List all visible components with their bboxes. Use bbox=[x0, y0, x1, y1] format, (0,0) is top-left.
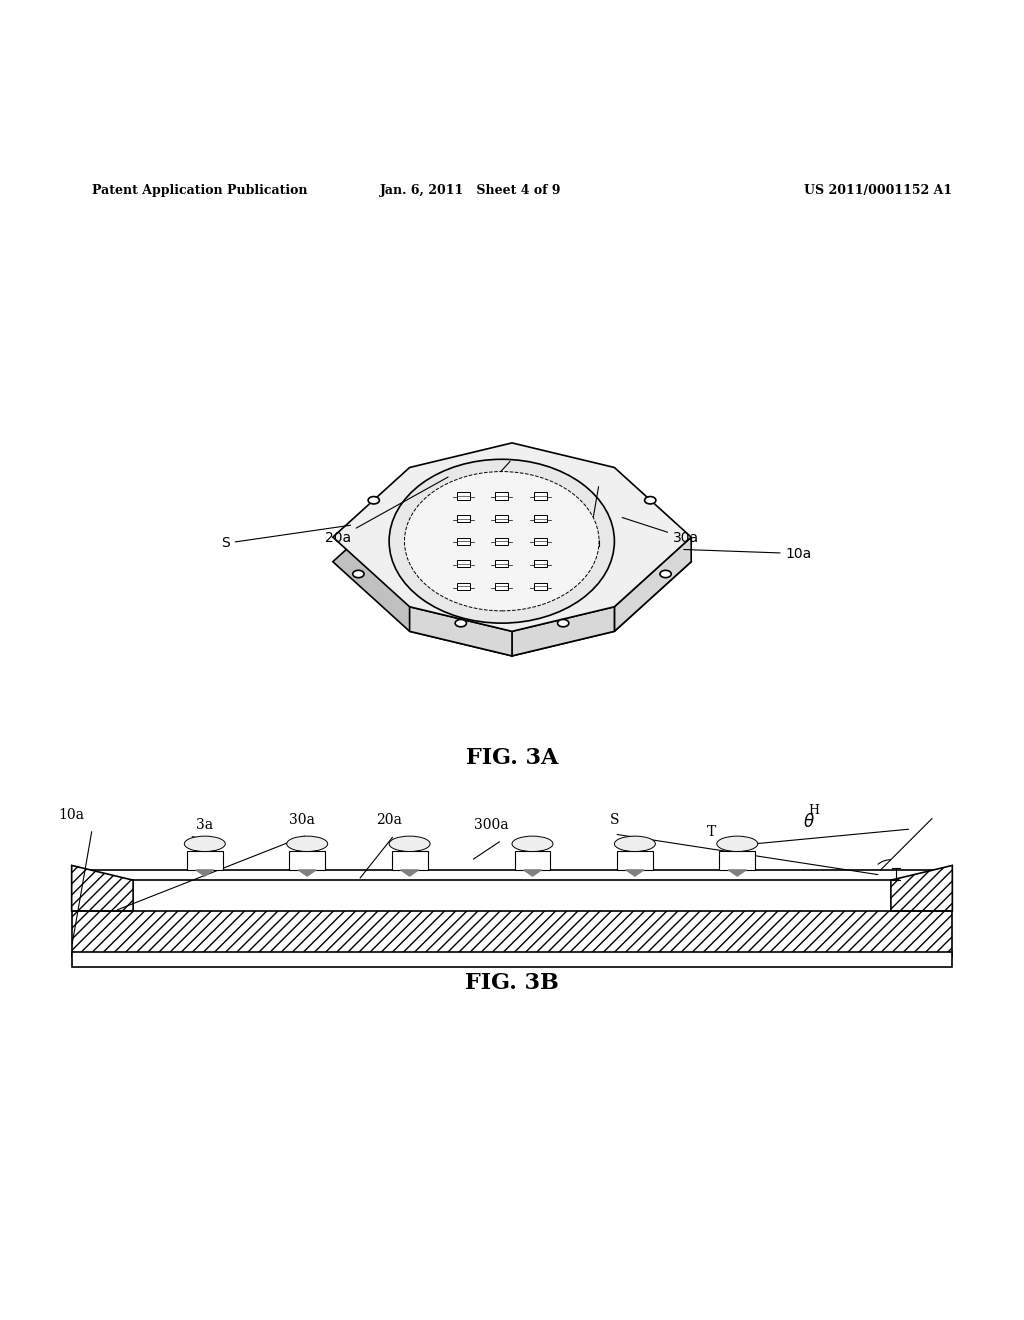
Text: $\theta$: $\theta$ bbox=[803, 813, 815, 830]
Ellipse shape bbox=[184, 836, 225, 851]
Text: S: S bbox=[609, 813, 620, 826]
Ellipse shape bbox=[287, 836, 328, 851]
Bar bbox=[616, 851, 653, 870]
Ellipse shape bbox=[368, 496, 379, 504]
FancyBboxPatch shape bbox=[496, 582, 508, 590]
Ellipse shape bbox=[389, 459, 614, 623]
Text: H: H bbox=[809, 804, 819, 817]
Polygon shape bbox=[523, 870, 542, 876]
FancyBboxPatch shape bbox=[457, 560, 470, 568]
Ellipse shape bbox=[614, 836, 655, 851]
Text: 3a: 3a bbox=[519, 503, 536, 550]
Polygon shape bbox=[728, 870, 746, 876]
Ellipse shape bbox=[389, 836, 430, 851]
Polygon shape bbox=[614, 537, 691, 631]
FancyBboxPatch shape bbox=[496, 560, 508, 568]
Text: 20a: 20a bbox=[325, 477, 449, 545]
Text: FIG. 3B: FIG. 3B bbox=[465, 973, 559, 994]
FancyBboxPatch shape bbox=[534, 515, 547, 523]
Polygon shape bbox=[298, 870, 316, 876]
FancyBboxPatch shape bbox=[534, 492, 547, 500]
FancyBboxPatch shape bbox=[457, 492, 470, 500]
Bar bbox=[72, 870, 952, 880]
FancyBboxPatch shape bbox=[457, 537, 470, 545]
Ellipse shape bbox=[352, 570, 365, 578]
Text: 30a: 30a bbox=[289, 813, 315, 826]
FancyBboxPatch shape bbox=[496, 537, 508, 545]
Text: 10a: 10a bbox=[684, 546, 812, 561]
Bar bbox=[72, 911, 952, 957]
Ellipse shape bbox=[455, 619, 467, 627]
Text: 10a: 10a bbox=[58, 808, 85, 822]
Text: 300a: 300a bbox=[418, 462, 510, 550]
Text: 11a: 11a bbox=[575, 487, 602, 550]
Ellipse shape bbox=[558, 619, 569, 627]
Polygon shape bbox=[626, 870, 644, 876]
Bar bbox=[515, 851, 551, 870]
Bar bbox=[391, 851, 428, 870]
Polygon shape bbox=[333, 467, 691, 656]
Ellipse shape bbox=[717, 836, 758, 851]
Text: 300a: 300a bbox=[474, 818, 509, 832]
Polygon shape bbox=[72, 866, 133, 911]
Ellipse shape bbox=[512, 836, 553, 851]
FancyBboxPatch shape bbox=[457, 515, 470, 523]
Polygon shape bbox=[891, 866, 952, 911]
Text: Jan. 6, 2011   Sheet 4 of 9: Jan. 6, 2011 Sheet 4 of 9 bbox=[380, 183, 562, 197]
Polygon shape bbox=[333, 444, 691, 631]
Bar bbox=[186, 851, 223, 870]
FancyBboxPatch shape bbox=[534, 582, 547, 590]
Bar bbox=[719, 851, 756, 870]
Bar bbox=[289, 851, 326, 870]
Ellipse shape bbox=[645, 496, 655, 504]
FancyBboxPatch shape bbox=[496, 492, 508, 500]
Text: 20a: 20a bbox=[376, 813, 402, 826]
Text: FIG. 3A: FIG. 3A bbox=[466, 747, 558, 770]
Text: US 2011/0001152 A1: US 2011/0001152 A1 bbox=[804, 183, 952, 197]
Polygon shape bbox=[512, 607, 614, 656]
Ellipse shape bbox=[404, 471, 599, 611]
FancyBboxPatch shape bbox=[534, 560, 547, 568]
FancyBboxPatch shape bbox=[457, 582, 470, 590]
Text: Patent Application Publication: Patent Application Publication bbox=[92, 183, 307, 197]
Text: T: T bbox=[707, 825, 717, 840]
Polygon shape bbox=[410, 607, 512, 656]
FancyBboxPatch shape bbox=[496, 515, 508, 523]
Text: S: S bbox=[221, 525, 350, 550]
FancyBboxPatch shape bbox=[534, 537, 547, 545]
Text: 3a: 3a bbox=[197, 818, 213, 832]
Polygon shape bbox=[400, 870, 419, 876]
Text: 30a: 30a bbox=[623, 517, 699, 545]
Polygon shape bbox=[196, 870, 214, 876]
Ellipse shape bbox=[660, 570, 672, 578]
Bar bbox=[72, 952, 952, 968]
